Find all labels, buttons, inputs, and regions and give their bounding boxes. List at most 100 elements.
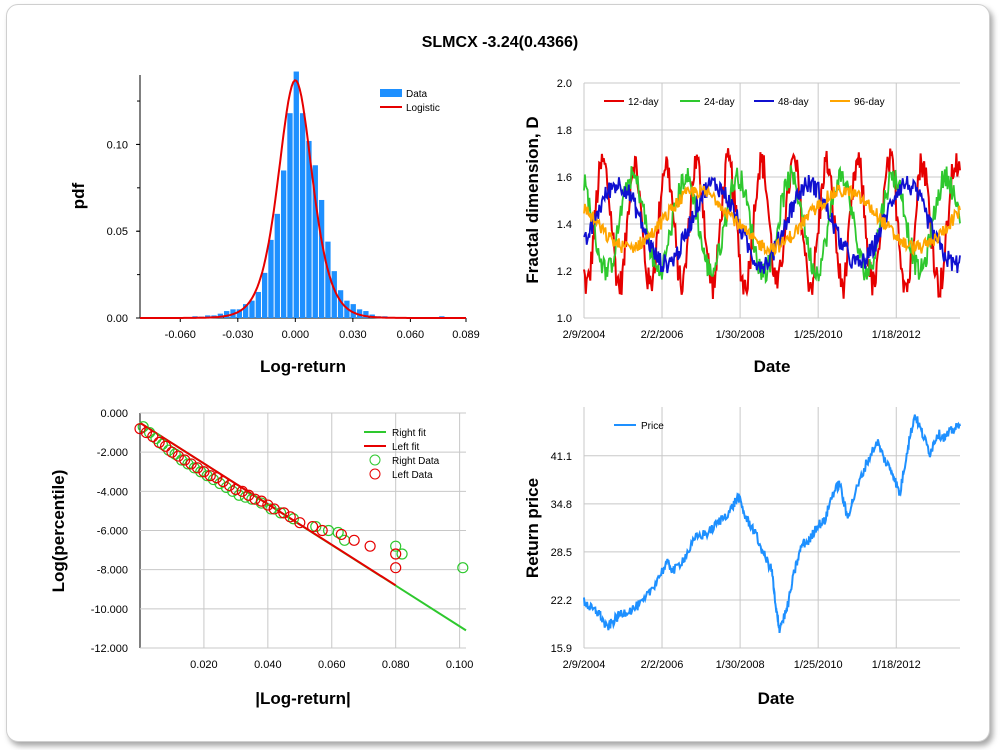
data-marker [335,528,347,541]
histogram-bar [363,311,369,318]
y-tick-label: 22.2 [551,595,572,607]
legend-label-logistic: Logistic [406,103,440,114]
data-marker [390,540,402,552]
data-marker [310,520,322,533]
legend-label-24-day: 24-day [704,97,735,108]
data-marker [211,472,223,484]
data-marker [182,458,194,470]
data-marker [153,436,165,448]
data-marker [198,466,210,478]
histogram-bar [274,213,280,318]
histogram-panel: 0.00 0.05 0.10 -0.060 -0.030 0.000 0.030 0.060 0… [69,71,480,376]
data-marker [275,507,287,519]
price-line [583,414,961,634]
data-marker [306,520,319,533]
data-marker [185,458,197,470]
y-tick-label: 2.0 [557,78,572,90]
histogram-bar [280,170,287,318]
series-line-12-day [583,148,961,300]
y-axis-label: Log(percentile) [49,470,68,593]
y-tick-label: 0.05 [107,226,128,238]
data-marker [188,462,200,474]
data-marker [191,462,204,474]
legend-label-data: Data [406,89,428,100]
data-marker [390,562,402,574]
histogram-bar [350,304,356,318]
legend-swatch-data [380,89,402,97]
y-axis-label: Fractal dimension, D [523,116,542,283]
x-tick-label: 1/18/2012 [872,659,921,671]
data-marker [140,426,152,439]
price-panel: 15.9 22.2 28.5 34.8 41.1 2/9/2004 2/2/2006 1/30… [523,407,961,708]
legend-label-price: Price [641,421,664,432]
legend-label-left-fit: Left fit [392,442,419,453]
legend-label-96-day: 96-day [854,97,885,108]
data-marker [217,475,229,488]
histogram-bar [242,304,249,318]
y-tick-label: -12.000 [91,643,128,655]
x-axis-label: Log-return [260,357,346,376]
data-marker [457,562,469,574]
histogram-bar [331,271,337,318]
y-tick-label: 28.5 [551,547,572,559]
data-marker [262,499,274,511]
data-marker [195,466,207,478]
chart-title: SLMCX -3.24(0.4366) [422,34,579,51]
x-tick-label: 1/30/2008 [716,659,765,671]
data-marker [236,485,248,497]
tail-panel: 0.000 -2.000 -4.000 -6.000 -8.000 -10.000 -12.… [49,408,473,708]
x-tick-label: 1/18/2012 [872,329,921,341]
y-tick-label: -4.000 [97,486,128,498]
x-tick-label: -0.030 [222,329,253,341]
data-marker [204,470,216,482]
data-marker [390,548,402,560]
data-marker [268,503,280,515]
y-tick-label: -10.000 [91,604,128,616]
data-marker [243,489,255,501]
data-marker [284,511,296,523]
x-tick-label: 0.080 [382,659,410,671]
histogram-bar [293,71,299,319]
data-marker [230,483,242,495]
data-marker [249,493,261,505]
y-tick-label: 34.8 [551,499,572,511]
x-tick-label: 2/2/2006 [641,329,684,341]
data-marker [396,548,408,560]
data-marker [143,426,156,439]
data-marker [166,446,178,458]
x-tick-label: 0.060 [397,329,425,341]
histogram-bar [261,272,268,318]
data-marker [172,450,184,462]
histogram-bar [236,309,242,318]
fit-line-Left fit [139,421,397,587]
histogram-bar [255,291,261,318]
y-tick-label: -2.000 [97,447,128,459]
legend-label-48-day: 48-day [778,97,809,108]
data-marker [223,479,236,492]
data-marker [348,534,360,546]
histogram-bar [299,113,306,318]
data-marker [316,524,328,537]
x-tick-label: 1/30/2008 [716,329,765,341]
histogram-bar [287,113,293,318]
y-tick-label: 15.9 [551,643,572,655]
histogram-bar [356,309,363,318]
histogram-bar [318,199,325,318]
logistic-curve [140,79,466,319]
x-tick-label: 0.040 [254,659,282,671]
y-axis-label: Return price [523,478,542,578]
y-tick-label: 41.1 [551,451,572,463]
data-marker [255,495,268,507]
x-tick-label: 1/25/2010 [794,659,843,671]
data-marker [175,454,188,466]
x-tick-label: 0.089 [452,329,480,341]
y-tick-label: -6.000 [97,526,128,538]
data-marker [147,430,159,443]
x-tick-label: -0.060 [165,329,196,341]
y-tick-label: 1.4 [557,219,572,231]
y-tick-label: 1.2 [557,266,572,278]
histogram-bar [224,311,230,318]
legend-label-right-fit: Right fit [392,428,426,439]
y-tick-label: 0.10 [107,139,128,151]
